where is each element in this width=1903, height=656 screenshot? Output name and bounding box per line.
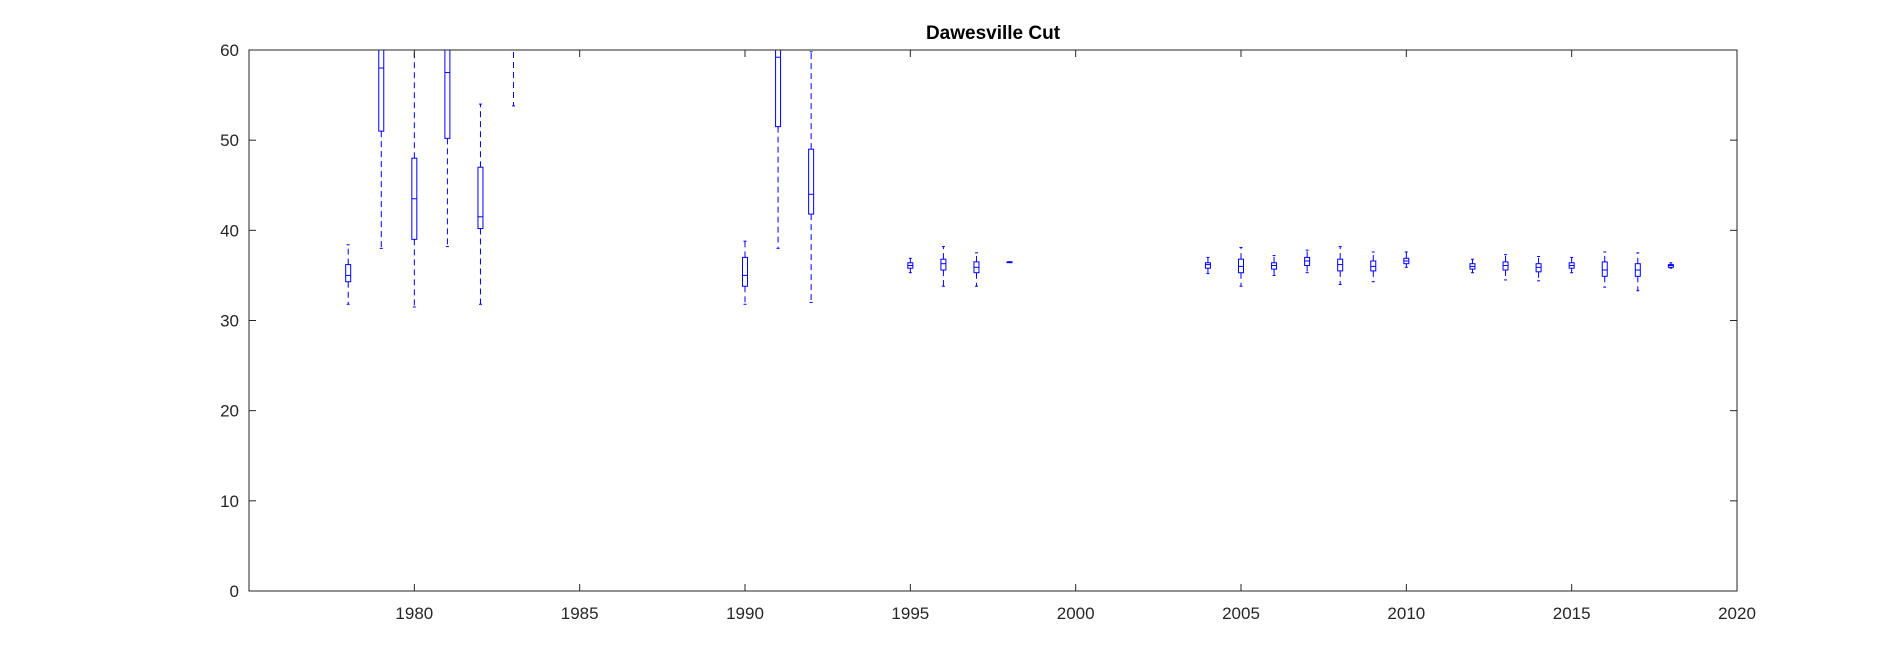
box-2013 [1502, 254, 1509, 281]
plot-frame [248, 49, 1738, 592]
box-2017 [1634, 252, 1641, 292]
box-2015 [1568, 256, 1575, 274]
x-tick-label: 2020 [1718, 604, 1756, 623]
box-2010 [1403, 251, 1410, 268]
iqr-box [511, 14, 516, 32]
y-tick-label: 50 [220, 131, 239, 150]
plot-area [249, 50, 1737, 591]
iqr-box [940, 258, 947, 271]
box-1981 [444, 50, 451, 248]
box-1997 [973, 252, 980, 287]
y-tick-label: 0 [230, 582, 239, 601]
boxes-layer [345, 14, 1674, 308]
box-2016 [1601, 251, 1608, 288]
iqr-box [1204, 262, 1211, 269]
x-tick-label: 2010 [1387, 604, 1425, 623]
x-tick-label: 2000 [1057, 604, 1095, 623]
x-tick-label: 2005 [1222, 604, 1260, 623]
x-tick-label: 1995 [891, 604, 929, 623]
chart-title: Dawesville Cut [926, 23, 1061, 44]
box-1996 [940, 246, 947, 287]
box-1992 [808, 51, 815, 303]
box-2008 [1337, 246, 1344, 285]
y-tick-label: 10 [220, 492, 239, 511]
iqr-box [477, 166, 484, 230]
box-1990 [742, 240, 748, 305]
box-2014 [1535, 255, 1542, 282]
iqr-box [808, 148, 815, 215]
x-tick-label: 1985 [561, 604, 599, 623]
x-tick-label: 1990 [726, 604, 764, 623]
y-tick-label: 60 [220, 41, 239, 60]
box-1979 [378, 50, 385, 249]
box-2018 [1667, 262, 1674, 269]
box-1978 [345, 244, 352, 305]
y-tick-label: 30 [220, 312, 239, 331]
box-1998 [1006, 261, 1013, 264]
iqr-box [444, 50, 451, 139]
iqr-box [378, 50, 385, 132]
x-tick-label: 1980 [395, 604, 433, 623]
box-2004 [1204, 256, 1211, 275]
box-2007 [1304, 249, 1311, 274]
y-tick-label: 40 [220, 221, 239, 240]
x-tick-label: 2015 [1553, 604, 1591, 623]
box-1991 [775, 50, 782, 249]
box-2006 [1271, 255, 1278, 276]
iqr-box [775, 50, 782, 128]
box-1980 [411, 50, 418, 308]
box-2012 [1469, 258, 1476, 274]
box-2009 [1370, 251, 1377, 283]
box-1995 [907, 257, 914, 274]
iqr-box [1601, 261, 1608, 277]
box-1983 [511, 14, 516, 107]
y-tick-label: 20 [220, 402, 239, 421]
iqr-box [345, 264, 352, 283]
iqr-box [742, 256, 748, 287]
box-2005 [1238, 246, 1244, 287]
box-1982 [477, 103, 484, 305]
